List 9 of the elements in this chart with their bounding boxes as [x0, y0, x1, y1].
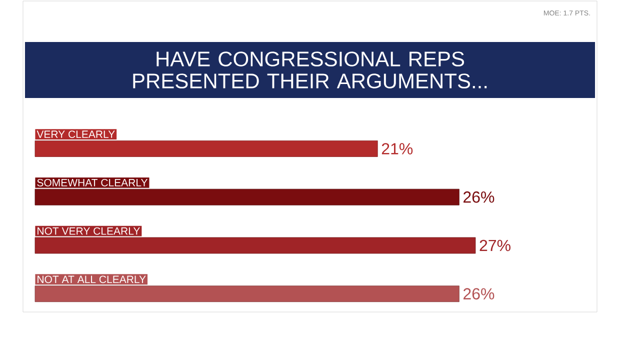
- chart-title: HAVE CONGRESSIONAL REPS PRESENTED THEIR ARGUMENTS...: [133, 52, 487, 88]
- y-tick-label: VERY CLEARLY: [36, 130, 115, 138]
- y-tick-label: SOMEWHAT CLEARLY: [37, 178, 148, 186]
- y-tick-label: NOT AT ALL CLEARLY: [38, 276, 146, 284]
- data-label: 21%: [382, 143, 413, 154]
- y-tick-label: NOT VERY CLEARLY: [38, 227, 140, 235]
- data-label: 26%: [464, 191, 494, 203]
- data-label: 27%: [480, 240, 510, 252]
- data-label: 26%: [464, 288, 494, 300]
